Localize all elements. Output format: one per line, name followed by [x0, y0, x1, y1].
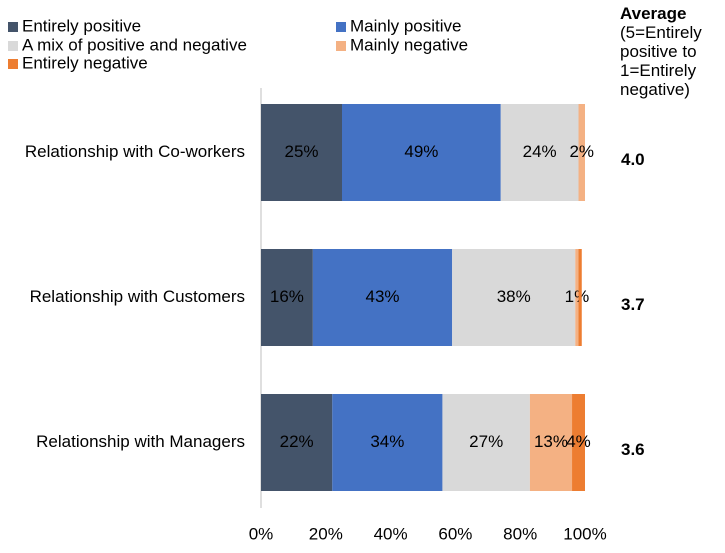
data-label: 13%: [534, 432, 568, 451]
data-label: 1%: [565, 287, 590, 306]
data-label: 22%: [280, 432, 314, 451]
bar-segment: [572, 394, 585, 491]
legend-swatch: [8, 22, 18, 32]
x-tick-label: 20%: [309, 524, 343, 543]
bar-segment: [575, 249, 579, 346]
bar-segment: [529, 394, 573, 491]
x-tick-label: 80%: [503, 524, 537, 543]
bar-segment: [452, 249, 576, 346]
data-label: 43%: [365, 287, 399, 306]
bar-segment: [578, 104, 585, 201]
category-label: Relationship with Managers: [36, 432, 245, 451]
data-label: 34%: [370, 432, 404, 451]
bar-segment: [261, 249, 313, 346]
bar-segment: [261, 394, 333, 491]
data-label: 24%: [523, 142, 557, 161]
data-label: 4%: [566, 432, 591, 451]
bar-segment: [442, 394, 530, 491]
legend-label: A mix of positive and negative: [22, 35, 247, 54]
legend-swatch: [8, 41, 18, 51]
data-label: 16%: [270, 287, 304, 306]
category-label: Relationship with Customers: [30, 287, 245, 306]
legend-label: Mainly negative: [350, 35, 468, 54]
x-tick-label: 100%: [563, 524, 606, 543]
bar-segment: [332, 394, 443, 491]
data-label: 27%: [469, 432, 503, 451]
bar-segment: [261, 104, 342, 201]
bar-segment: [312, 249, 453, 346]
legend-swatch: [8, 59, 18, 69]
legend-label: Entirely negative: [22, 53, 148, 72]
legend-swatch: [336, 22, 346, 32]
data-label: 25%: [284, 142, 318, 161]
x-tick-label: 60%: [438, 524, 472, 543]
data-label: 2%: [569, 142, 594, 161]
average-title: Average: [620, 4, 687, 23]
category-label: Relationship with Co-workers: [25, 142, 245, 161]
average-value: 4.0: [621, 150, 645, 169]
legend-label: Entirely positive: [22, 16, 141, 35]
x-tick-label: 40%: [374, 524, 408, 543]
legend-swatch: [336, 41, 346, 51]
average-subtitle: (5=Entirely positive to 1=Entirely negat…: [620, 23, 702, 99]
bar-segment: [342, 104, 501, 201]
average-value: 3.6: [621, 440, 645, 459]
average-value: 3.7: [621, 295, 645, 314]
bar-segment: [500, 104, 579, 201]
average-header: Average (5=Entirely positive to 1=Entirel…: [620, 4, 724, 99]
x-tick-label: 0%: [249, 524, 274, 543]
data-label: 49%: [404, 142, 438, 161]
legend-label: Mainly positive: [350, 16, 462, 35]
data-label: 38%: [497, 287, 531, 306]
bar-segment: [578, 249, 582, 346]
